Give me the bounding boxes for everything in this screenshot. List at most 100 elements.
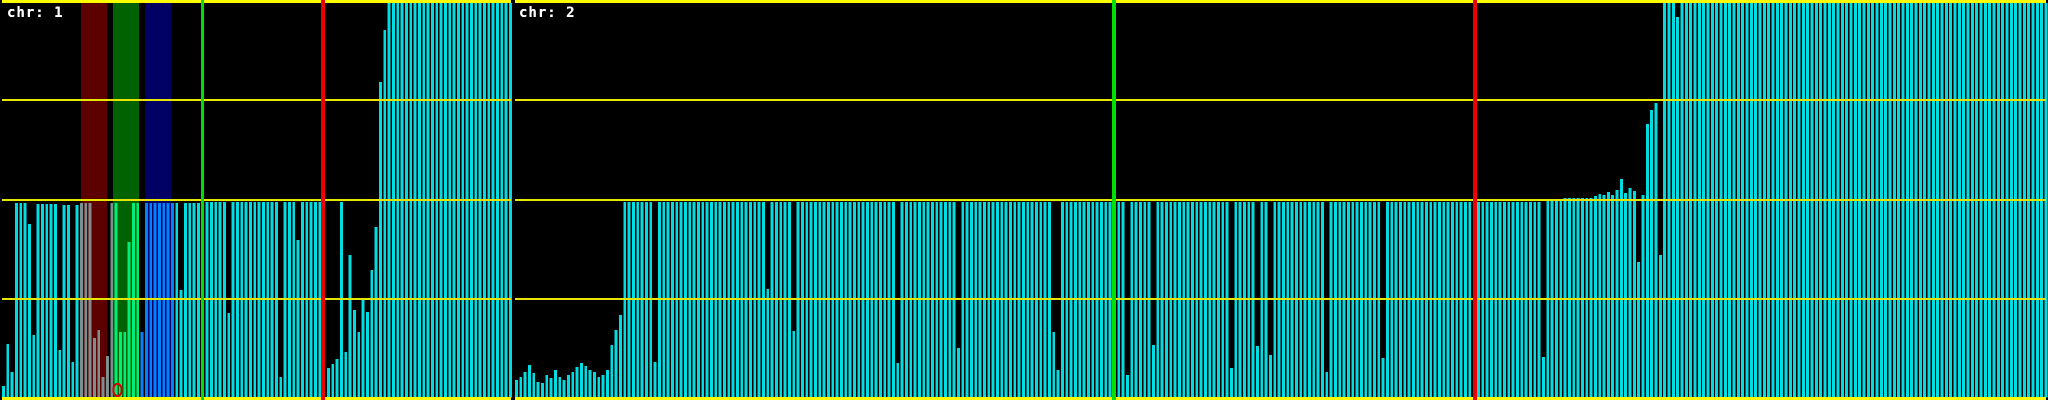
coverage-bar: [32, 335, 36, 398]
coverage-bar: [575, 367, 579, 398]
coverage-bar: [118, 332, 122, 398]
coverage-bar: [1593, 196, 1597, 398]
marker-line-green: [1112, 0, 1116, 400]
coverage-bar: [1125, 375, 1129, 398]
coverage-bar: [1654, 103, 1658, 398]
coverage-bar: [792, 331, 796, 398]
coverage-bar: [1645, 124, 1649, 398]
coverage-bar: [45, 204, 49, 398]
coverage-bar: [1676, 17, 1680, 398]
coverage-bar: [610, 345, 614, 398]
coverage-bar: [352, 310, 356, 398]
gridline: [515, 298, 2046, 300]
gridlines: [2, 0, 511, 400]
chromosome-label-2: chr: 2: [519, 5, 576, 21]
coverage-bar: [592, 372, 596, 398]
coverage-bar: [1637, 262, 1641, 398]
gridlines: [515, 0, 2046, 400]
coverage-bar: [188, 203, 192, 398]
coverage-bar: [365, 312, 369, 398]
coverage-bar: [162, 203, 166, 398]
coverage-bar: [105, 356, 109, 398]
coverage-bar: [558, 377, 562, 398]
coverage-bar: [157, 203, 161, 398]
coverage-bar: [523, 372, 527, 398]
marker-line-red: [1473, 0, 1477, 400]
gridline: [2, 298, 511, 300]
variant-marker-ellipse: [112, 382, 123, 398]
coverage-bar: [605, 370, 609, 398]
coverage-bar: [1567, 198, 1571, 398]
coverage-bar: [1606, 192, 1610, 398]
coverage-bar: [584, 366, 588, 398]
coverage-bar: [149, 203, 153, 398]
coverage-bar: [597, 377, 601, 398]
coverage-bar: [140, 332, 144, 398]
coverage-bar: [92, 338, 96, 398]
coverage-bar: [1563, 198, 1567, 398]
coverage-bar: [1151, 345, 1155, 398]
coverage-bar: [1255, 346, 1259, 398]
coverage-bar: [196, 203, 200, 398]
coverage-bar: [579, 363, 583, 398]
coverage-bar: [127, 242, 131, 398]
coverage-bar: [53, 204, 57, 398]
gridline: [2, 397, 511, 400]
coverage-bar: [545, 375, 549, 398]
coverage-bar: [23, 203, 27, 398]
coverage-bar: [1658, 255, 1662, 398]
coverage-bar: [896, 363, 900, 398]
coverage-bar: [179, 290, 183, 398]
gridline: [2, 99, 511, 101]
coverage-bar: [88, 203, 92, 398]
coverage-bar: [2, 386, 5, 398]
coverage-bar: [344, 352, 348, 398]
coverage-bar: [153, 203, 157, 398]
coverage-bar: [383, 30, 387, 398]
coverage-bar: [1641, 195, 1645, 398]
coverage-bar: [540, 383, 544, 398]
coverage-bar: [192, 203, 196, 398]
coverage-bar: [27, 224, 31, 398]
gridline: [515, 199, 2046, 201]
coverage-bar: [66, 205, 70, 398]
coverage-bar: [326, 368, 330, 398]
coverage-bar: [1632, 191, 1636, 398]
coverage-bar: [614, 330, 618, 398]
coverage-bar: [1268, 355, 1272, 398]
coverage-bar: [79, 203, 83, 398]
coverage-bar: [1619, 179, 1623, 398]
coverage-bar: [136, 203, 140, 398]
coverage-bar: [227, 313, 231, 398]
coverage-bar: [1381, 358, 1385, 398]
coverage-bar: [374, 227, 378, 398]
coverage-bar: [618, 315, 622, 398]
gridline: [515, 0, 2046, 3]
gridline: [2, 199, 511, 201]
panel-chr1: [2, 0, 512, 400]
coverage-bar: [562, 380, 566, 398]
coverage-bar: [36, 204, 40, 398]
coverage-bar: [1325, 372, 1329, 398]
coverage-bar: [566, 375, 570, 398]
coverage-bar: [348, 255, 352, 398]
gridline: [515, 397, 2046, 400]
coverage-bar: [1650, 110, 1654, 398]
coverage-bar: [71, 362, 75, 398]
coverage-bar: [101, 377, 105, 398]
coverage-bar: [571, 372, 575, 398]
coverage-bar: [84, 203, 88, 398]
coverage-bar: [110, 203, 114, 398]
marker-line-green: [201, 0, 204, 400]
coverage-bar: [331, 364, 335, 398]
coverage-bar: [114, 203, 118, 398]
coverage-bar: [49, 204, 53, 398]
coverage-bar: [175, 203, 179, 398]
coverage-bar: [553, 370, 557, 398]
coverage-bar: [131, 203, 135, 398]
coverage-bar: [1624, 193, 1628, 398]
coverage-bar: [144, 203, 148, 398]
coverage-bar: [1585, 198, 1589, 398]
coverage-bar: [549, 378, 553, 398]
